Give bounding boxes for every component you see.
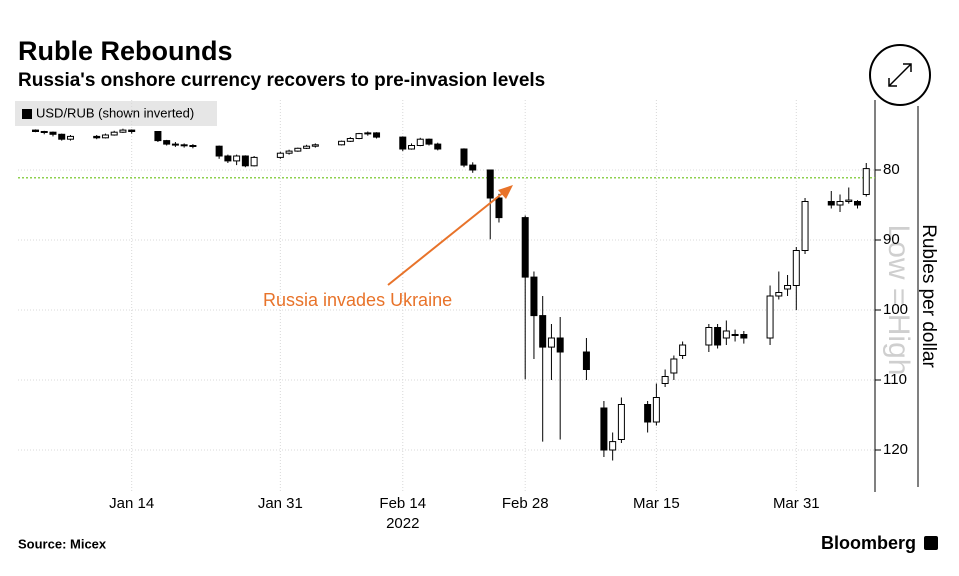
candle-body [373,132,381,138]
x-tick-label: Mar 15 [633,495,680,512]
candle-body [66,135,74,140]
candle-body [661,376,669,384]
candle-body [792,250,800,286]
y-tick-label: 110 [883,371,907,388]
y-tick-label: 90 [883,231,900,248]
candle-body [408,145,416,150]
x-tick-label: Jan 31 [258,495,303,512]
candle-body [469,164,477,171]
candle-body [652,397,660,423]
expand-icon[interactable] [888,63,912,87]
candle-body [547,337,555,348]
candle-body [101,134,109,139]
candle-body [276,152,284,158]
candle-body [285,150,293,154]
candle-body [775,292,783,297]
candle-body [617,404,625,440]
candle-body [670,358,678,374]
candle-body [128,129,136,133]
candle-body [355,133,363,140]
candle-body [154,131,162,142]
x-tick-label: Mar 31 [773,495,820,512]
annotation-arrowhead [498,185,513,199]
candle-body [250,156,258,167]
chart-title: Ruble Rebounds [18,36,233,66]
candle-body [460,148,468,166]
candle-body [784,285,792,290]
candle-body [40,131,48,133]
candle-body [495,197,503,219]
x-year-label: 2022 [386,515,419,532]
candle-body [364,132,372,135]
candle-body [31,129,39,133]
watermark: Low = High [882,225,915,376]
chart-subtitle: Russia's onshore currency recovers to pr… [18,70,545,91]
candle-body [434,143,442,150]
candle-body [180,144,188,147]
candle-body [189,145,197,147]
brand: Bloomberg [821,533,916,553]
candle-body [722,330,730,339]
candle-body [530,276,538,317]
source: Source: Micex [18,536,107,551]
candle-body [731,334,739,336]
candle-body [119,129,127,133]
candle-body [705,327,713,346]
candle-body [399,136,407,150]
candle-body [311,144,319,147]
legend-swatch [22,109,32,119]
candle-body [766,295,774,339]
annotation: Russia invades Ukraine [263,290,452,310]
candle-body [303,145,311,149]
candle-body [93,135,101,139]
expand-button[interactable] [869,44,931,106]
candle-body [740,334,748,339]
candle-body [644,404,652,423]
candle-body [58,133,66,140]
candle-body [224,155,232,162]
y-tick-label: 100 [883,301,908,318]
candle-body [801,201,809,251]
candle-body [171,143,179,146]
candle-body [521,217,529,278]
y-tick-label: 120 [883,441,908,458]
candle-body [714,327,722,346]
candle-body [539,315,547,348]
legend-label: USD/RUB (shown inverted) [36,105,194,120]
candle-body [215,145,223,157]
candle-body [425,138,433,145]
candle-body [110,131,118,136]
candle-body [416,138,424,146]
candle-body [346,138,354,142]
candle-body [338,140,346,146]
candle-body [600,407,608,451]
y-axis-label: Rubles per dollar [918,224,939,368]
candle-body [241,155,249,167]
candle-body [854,201,862,206]
x-tick-label: Feb 28 [502,495,549,512]
candle-body [163,140,171,145]
candle-body [582,351,590,370]
x-tick-label: Feb 14 [379,495,426,512]
candle-body [233,155,241,162]
candle-body [827,201,835,206]
candle-body [679,344,687,356]
candle-body [845,199,853,203]
y-tick-label: 80 [883,161,900,178]
x-tick-label: Jan 14 [109,495,154,512]
candle-body [556,337,564,353]
candle-body [49,131,57,135]
candle-body [486,169,494,199]
candle-body [294,147,302,152]
annotation-arrow [387,187,510,286]
brand-icon [924,536,938,550]
legend-box [15,101,217,126]
candle-body [836,201,844,206]
candle-body [609,441,617,451]
candle-body [862,168,870,196]
